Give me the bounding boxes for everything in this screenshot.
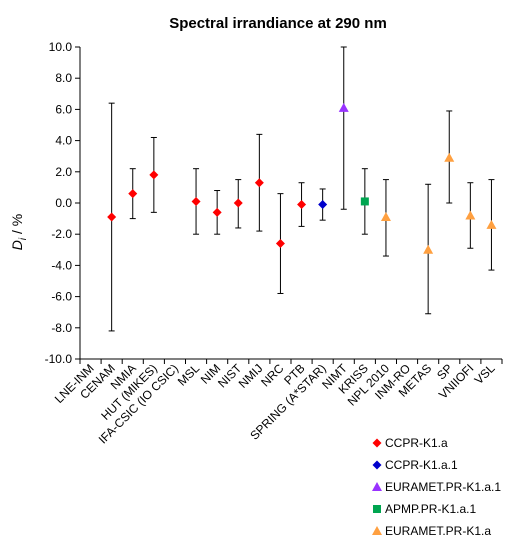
data-point [254,178,264,188]
y-tick-label: 2.0 [55,165,72,179]
data-point [465,210,476,220]
data-point [212,207,222,217]
data-point [486,219,497,229]
y-tick-label: -8.0 [51,321,72,335]
legend-marker [372,438,382,448]
y-tick-label: -2.0 [51,227,72,241]
plot-area: 10.0 8.0 6.0 4.0 2.0 0.0 -2.0 -4.0 -6.0 -8.0 -10.0… [45,40,503,447]
data-point [318,200,328,210]
y-tick-label: -10.0 [45,352,73,366]
x-tick-label: VSL [472,361,498,387]
data-point [191,196,201,206]
y-tick-label: 0.0 [55,196,72,210]
data-point [233,198,243,208]
y-tick-label: -4.0 [51,258,72,272]
y-axis-label-sub: i [18,237,29,240]
y-tick-label: 10.0 [49,40,73,54]
y-tick-label: 4.0 [55,134,72,148]
y-tick-label: 6.0 [55,102,72,116]
data-point [338,102,349,112]
data-point [107,212,117,222]
legend-label: APMP.PR-K1.a.1 [385,502,476,516]
legend: CCPR-K1.a CCPR-K1.a.1 EURAMET.PR-K1.a.1 APM… [372,436,501,538]
data-point [275,239,285,249]
svg-text:Di / %: Di / % [9,214,29,250]
data-point [444,152,455,162]
legend-label: EURAMET.PR-K1.a [385,524,491,538]
legend-label: CCPR-K1.a.1 [385,458,458,472]
data-point [297,200,307,210]
chart-title: Spectral irrandiance at 290 nm [169,15,387,32]
data-point [380,212,391,222]
y-axis-label: Di / % [9,214,29,250]
data-point [423,244,434,254]
legend-marker [372,460,382,470]
data-point [360,197,369,206]
y-tick-label: 8.0 [55,71,72,85]
x-tick-label: MSL [175,361,203,389]
y-tick-label: -6.0 [51,290,72,304]
y-axis-label-unit: / % [9,214,25,238]
legend-marker [373,505,381,513]
legend-label: CCPR-K1.a [385,436,448,450]
y-axis-label-main: D [9,240,25,250]
legend-marker [372,482,382,491]
data-point [128,189,138,199]
legend-marker [372,526,382,535]
data-point [149,170,159,180]
legend-label: EURAMET.PR-K1.a.1 [385,480,501,494]
